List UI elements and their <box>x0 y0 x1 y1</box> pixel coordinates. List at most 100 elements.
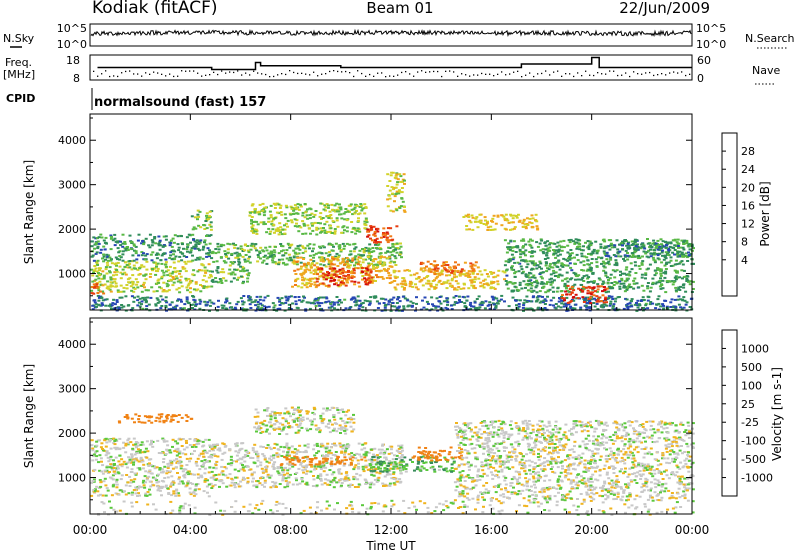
power-cell <box>368 268 372 271</box>
power-cell <box>632 282 636 285</box>
velocity-cell <box>481 511 485 514</box>
power-cell <box>158 239 162 242</box>
velocity-cell <box>119 478 123 481</box>
power-cell <box>329 306 333 309</box>
power-cell <box>199 290 203 293</box>
nave-dot <box>501 71 503 73</box>
power-cell <box>301 251 305 254</box>
power-cell <box>535 267 539 270</box>
power-cell <box>145 268 149 271</box>
power-cell <box>416 288 420 291</box>
power-cell <box>518 248 522 251</box>
power-cell <box>551 286 555 289</box>
power-cell <box>308 227 311 230</box>
power-cell <box>504 213 508 216</box>
power-cell <box>580 255 584 258</box>
power-cell <box>497 269 501 272</box>
power-cell <box>579 261 583 264</box>
power-cell <box>490 272 494 275</box>
power-cell <box>565 271 569 274</box>
power-cell <box>457 286 461 289</box>
power-cell <box>182 255 186 258</box>
power-cell <box>496 274 500 277</box>
power-cell <box>275 309 279 312</box>
power-cell <box>329 214 333 216</box>
nave-dot <box>641 73 643 75</box>
power-cell <box>98 269 101 272</box>
power-cell <box>321 272 325 275</box>
velocity-cell <box>154 419 158 422</box>
power-cell <box>328 274 332 277</box>
velocity-cell <box>160 468 164 471</box>
power-cell <box>124 249 128 252</box>
power-cell <box>542 285 546 288</box>
power-cell <box>602 250 606 253</box>
power-cell <box>524 273 528 276</box>
power-cell <box>555 249 558 252</box>
power-cell <box>113 303 117 306</box>
power-cell <box>681 263 685 266</box>
power-cell <box>315 228 319 231</box>
power-cell <box>530 308 534 311</box>
power-cell <box>191 307 194 309</box>
power-cell <box>518 250 522 253</box>
power-cell <box>111 302 115 305</box>
power-cell <box>366 265 370 268</box>
power-cell <box>512 240 516 243</box>
velocity-cell <box>230 506 234 508</box>
power-cell <box>482 279 486 282</box>
power-cell <box>239 275 243 278</box>
power-cell <box>483 307 487 310</box>
power-cell <box>469 308 473 310</box>
velocity-cell <box>127 456 131 459</box>
power-cell <box>632 279 636 282</box>
velocity-cell <box>679 506 683 508</box>
nave-dot <box>565 73 567 75</box>
power-cell <box>168 265 172 268</box>
velocity-cell <box>261 499 265 502</box>
power-cell <box>510 268 514 271</box>
power-cell <box>367 251 371 254</box>
power-cell <box>646 285 650 288</box>
power-cell <box>216 305 220 308</box>
power-cell <box>140 290 144 293</box>
velocity-cell <box>210 487 214 489</box>
power-cell <box>433 273 437 276</box>
power-cell <box>661 279 665 282</box>
power-cell <box>417 277 421 280</box>
power-cell <box>534 213 538 216</box>
power-cell <box>225 307 229 310</box>
nave-dot <box>217 73 219 76</box>
power-cell <box>368 279 372 282</box>
power-cell <box>354 267 358 269</box>
power-cell <box>388 261 392 264</box>
power-cell <box>361 302 365 304</box>
nave-dot <box>341 71 343 73</box>
power-cell <box>370 226 374 229</box>
power-cell <box>301 214 305 217</box>
power-cell <box>270 220 274 223</box>
power-cell <box>396 178 400 181</box>
velocity-cell <box>186 482 190 485</box>
power-cell <box>147 303 151 306</box>
power-cell <box>558 297 561 299</box>
power-cell <box>522 252 526 255</box>
power-cell <box>121 233 125 236</box>
power-cell <box>642 250 646 253</box>
velocity-cell <box>149 464 153 467</box>
power-cell <box>518 284 522 286</box>
power-cell <box>301 211 305 214</box>
velocity-cell <box>176 450 179 453</box>
power-cell <box>382 232 385 234</box>
power-cell <box>355 205 359 207</box>
power-cell <box>685 278 689 280</box>
power-cell <box>347 266 351 269</box>
velocity-cell <box>185 442 188 444</box>
power-cell <box>185 300 189 303</box>
power-cell <box>326 230 329 233</box>
power-cell <box>303 284 307 287</box>
power-cell <box>507 305 511 308</box>
power-cell <box>119 290 123 293</box>
nave-dot <box>569 73 571 75</box>
power-cell <box>231 271 235 274</box>
